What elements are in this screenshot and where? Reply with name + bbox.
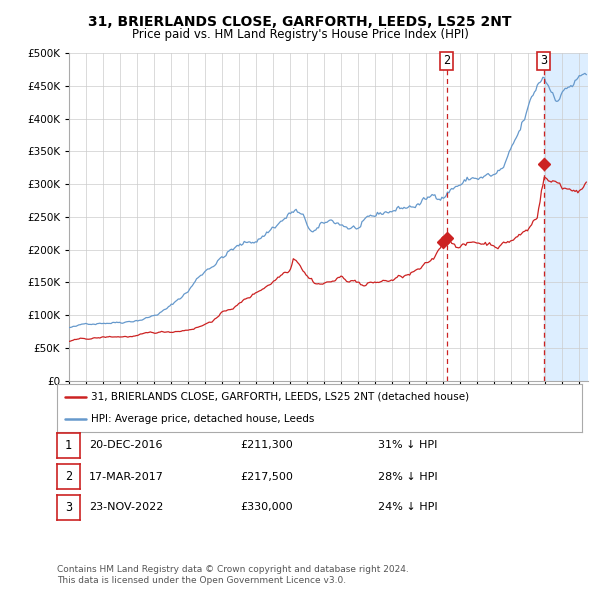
Text: Contains HM Land Registry data © Crown copyright and database right 2024.: Contains HM Land Registry data © Crown c… — [57, 565, 409, 574]
Text: Price paid vs. HM Land Registry's House Price Index (HPI): Price paid vs. HM Land Registry's House … — [131, 28, 469, 41]
Text: 31, BRIERLANDS CLOSE, GARFORTH, LEEDS, LS25 2NT (detached house): 31, BRIERLANDS CLOSE, GARFORTH, LEEDS, L… — [91, 392, 469, 402]
Text: 23-NOV-2022: 23-NOV-2022 — [89, 503, 163, 512]
Text: 1: 1 — [65, 439, 72, 452]
Text: 17-MAR-2017: 17-MAR-2017 — [89, 472, 164, 481]
Text: 31, BRIERLANDS CLOSE, GARFORTH, LEEDS, LS25 2NT: 31, BRIERLANDS CLOSE, GARFORTH, LEEDS, L… — [88, 15, 512, 29]
Text: 3: 3 — [65, 501, 72, 514]
Text: £211,300: £211,300 — [240, 441, 293, 450]
Text: This data is licensed under the Open Government Licence v3.0.: This data is licensed under the Open Gov… — [57, 576, 346, 585]
Text: 2: 2 — [443, 54, 451, 67]
Text: HPI: Average price, detached house, Leeds: HPI: Average price, detached house, Leed… — [91, 414, 314, 424]
Text: 31% ↓ HPI: 31% ↓ HPI — [378, 441, 437, 450]
Text: 24% ↓ HPI: 24% ↓ HPI — [378, 503, 437, 512]
Text: £217,500: £217,500 — [240, 472, 293, 481]
Text: £330,000: £330,000 — [240, 503, 293, 512]
Text: 20-DEC-2016: 20-DEC-2016 — [89, 441, 162, 450]
Text: 3: 3 — [540, 54, 547, 67]
Text: 2: 2 — [65, 470, 72, 483]
Text: 28% ↓ HPI: 28% ↓ HPI — [378, 472, 437, 481]
Bar — [544, 53, 588, 381]
